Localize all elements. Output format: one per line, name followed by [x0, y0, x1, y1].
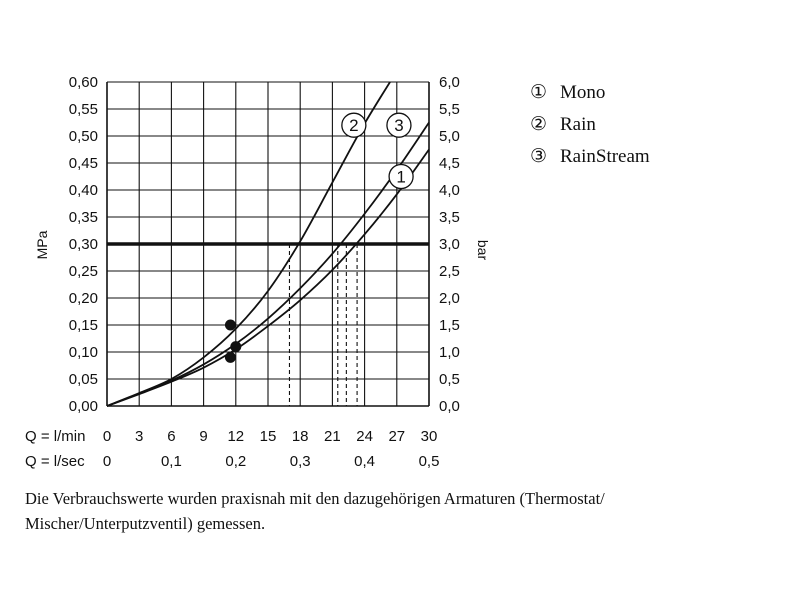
- x-axis-lmin-label: Q = l/min: [25, 428, 85, 445]
- curve-markers: 1 2 3: [341, 112, 414, 190]
- y-right-tick-label: 5,0: [439, 128, 460, 145]
- curve-marker-2: 2: [341, 112, 367, 138]
- series-point-3: [230, 341, 242, 353]
- x-lmin-tick-label: 27: [388, 428, 405, 445]
- y-left-tick-label: 0,20: [69, 290, 98, 307]
- x-lsec-tick-label: 0,1: [161, 453, 182, 470]
- y-right-tick-label: 4,5: [439, 155, 460, 172]
- y-axis-left-ticks: 0,00 0,05 0,10 0,15 0,20 0,25 0,30 0,35 0,40 0,45…: [69, 74, 98, 415]
- x-axis-lmin-ticks: 0 3 6 9 12 15 18 21 24 27 30: [103, 428, 438, 445]
- x-lmin-tick-label: 15: [260, 428, 277, 445]
- y-right-tick-label: 1,0: [439, 344, 460, 361]
- y-left-tick-label: 0,55: [69, 101, 98, 118]
- curve-marker-text: 3: [394, 116, 403, 135]
- caption-line-2: Mischer/Unterputzventil) gemessen.: [25, 514, 266, 533]
- y-left-tick-label: 0,40: [69, 182, 98, 199]
- y-right-tick-label: 2,5: [439, 263, 460, 280]
- y-left-tick-label: 0,30: [69, 236, 98, 253]
- x-lmin-tick-label: 12: [227, 428, 244, 445]
- y-left-tick-label: 0,25: [69, 263, 98, 280]
- y-right-tick-label: 3,5: [439, 209, 460, 226]
- y-right-tick-label: 0,5: [439, 371, 460, 388]
- legend-entry-name: RainStream: [560, 146, 650, 167]
- curve-marker-3: 3: [386, 112, 412, 138]
- series-points: [224, 319, 242, 363]
- x-lmin-tick-label: 6: [167, 428, 175, 445]
- curve-marker-text: 2: [349, 116, 358, 135]
- series-point-1: [224, 351, 236, 363]
- x-lmin-tick-label: 21: [324, 428, 341, 445]
- intersection-dashed-lines: [288, 244, 358, 406]
- x-lsec-tick-label: 0,5: [419, 453, 440, 470]
- y-left-tick-label: 0,60: [69, 74, 98, 91]
- x-axis-lsec-label: Q = l/sec: [25, 453, 85, 470]
- x-lsec-tick-label: 0: [103, 453, 111, 470]
- y-right-tick-label: 5,5: [439, 101, 460, 118]
- y-left-tick-label: 0,10: [69, 344, 98, 361]
- legend-symbol: ①: [530, 82, 547, 103]
- y-right-tick-label: 3,0: [439, 236, 460, 253]
- y-right-tick-label: 1,5: [439, 317, 460, 334]
- x-lmin-tick-label: 18: [292, 428, 309, 445]
- caption: Die Verbrauchswerte wurden praxisnah mit…: [25, 486, 765, 536]
- y-left-tick-label: 0,15: [69, 317, 98, 334]
- x-lsec-tick-label: 0,4: [354, 453, 375, 470]
- legend-entry-name: Mono: [560, 82, 605, 103]
- y-axis-right-ticks: 0,0 0,5 1,0 1,5 2,0 2,5 3,0 3,5 4,0 4,5 5,0 5,5 6,0: [439, 74, 460, 415]
- caption-line-1: Die Verbrauchswerte wurden praxisnah mit…: [25, 489, 605, 508]
- y-axis-left-label: MPa: [34, 230, 50, 259]
- legend-entry-name: Rain: [560, 114, 596, 135]
- y-left-tick-label: 0,50: [69, 128, 98, 145]
- y-axis-right-label: bar: [475, 240, 491, 261]
- y-right-tick-label: 6,0: [439, 74, 460, 91]
- x-lsec-tick-label: 0,3: [290, 453, 311, 470]
- y-right-tick-label: 0,0: [439, 398, 460, 415]
- y-left-tick-label: 0,45: [69, 155, 98, 172]
- y-left-tick-label: 0,35: [69, 209, 98, 226]
- x-lsec-tick-label: 0,2: [225, 453, 246, 470]
- x-lmin-tick-label: 9: [199, 428, 207, 445]
- curve-marker-text: 1: [396, 168, 405, 187]
- x-lmin-tick-label: 24: [356, 428, 373, 445]
- y-left-tick-label: 0,00: [69, 398, 98, 415]
- curve-marker-1: 1: [388, 163, 414, 190]
- y-right-tick-label: 2,0: [439, 290, 460, 307]
- legend-symbol: ②: [530, 114, 547, 135]
- series-curves: [106, 82, 430, 407]
- x-lmin-tick-label: 30: [421, 428, 438, 445]
- x-axis-lsec-ticks: 0 0,1 0,2 0,3 0,4 0,5: [103, 453, 440, 470]
- series-line-3: [106, 121, 430, 407]
- pressure-flow-chart: 12 3 0,000,050,100,150,200,250,300,350,40…: [25, 74, 650, 470]
- y-right-tick-label: 4,0: [439, 182, 460, 199]
- x-lmin-tick-label: 0: [103, 428, 111, 445]
- y-left-tick-label: 0,05: [69, 371, 98, 388]
- legend-symbol: ③: [530, 146, 547, 167]
- chart-legend: ① Mono ② Rain ③ RainStream: [530, 82, 650, 167]
- x-lmin-tick-label: 3: [135, 428, 143, 445]
- series-point-2: [224, 319, 236, 331]
